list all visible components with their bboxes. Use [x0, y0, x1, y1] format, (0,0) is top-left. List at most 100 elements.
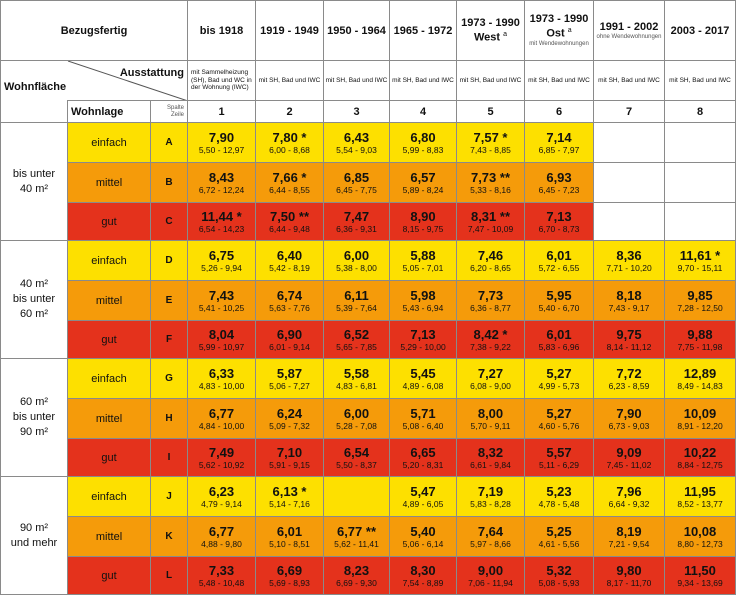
rent-cell: 7,10 5,91 - 9,15 [255, 438, 324, 477]
rent-value: 6,11 [344, 287, 369, 303]
rent-range: 6,85 - 7,97 [538, 144, 580, 155]
rent-cell: 5,25 4,61 - 5,56 [524, 516, 594, 557]
rent-value: 7,43 [208, 287, 235, 303]
rent-cell: 7,66 * 6,44 - 8,55 [255, 162, 324, 203]
rent-range: 9,34 - 13,69 [677, 577, 723, 588]
rent-value: 6,00 [343, 405, 370, 421]
rent-range: 5,09 - 7,32 [269, 420, 310, 431]
rent-value: 7,13 [546, 208, 572, 224]
rent-range: 5,06 - 6,14 [402, 538, 444, 549]
rent-cell: 7,47 6,36 - 9,31 [323, 202, 390, 241]
rent-cell: 5,57 5,11 - 6,29 [524, 438, 594, 477]
rent-value: 6,77 [208, 405, 235, 421]
equipment-header-3: mit SH, Bad und IWC [323, 60, 390, 101]
rent-range: 6,23 - 8,59 [608, 380, 650, 391]
rent-cell: 7,64 5,97 - 8,66 [456, 516, 525, 557]
column-number-6: 6 [524, 100, 594, 123]
area-label-line: bis unter [12, 411, 56, 423]
rent-range: 5,83 - 8,28 [470, 498, 511, 509]
rent-cell: 7,72 6,23 - 8,59 [593, 358, 665, 399]
rent-range: 7,47 - 10,09 [467, 223, 514, 234]
rent-range: 7,75 - 11,98 [677, 341, 723, 352]
period-header-7: 1991 - 2002 ohne Wendewohnungen [593, 0, 665, 61]
rent-value: 6,01 [276, 523, 303, 539]
equipment-header-8: mit SH, Bad und IWC [664, 60, 736, 101]
rent-range: 4,78 - 5,48 [538, 498, 580, 509]
equipment-header-5: mit SH, Bad und IWC [456, 60, 525, 101]
rent-value: 6,57 [410, 169, 436, 185]
footnote-marker: a [503, 31, 508, 39]
rent-value: 5,47 [410, 483, 436, 499]
rent-range: 8,49 - 14,83 [677, 380, 723, 391]
rent-cell: 10,09 8,91 - 12,20 [664, 398, 736, 439]
area-label-line: bis unter [12, 167, 56, 180]
rent-value: 11,44 * [201, 208, 242, 224]
rent-range: 4,88 - 9,80 [201, 538, 242, 549]
rent-cell: 7,33 5,48 - 10,48 [187, 556, 256, 595]
rent-value: 10,09 [683, 405, 717, 421]
rent-value: 8,00 [477, 405, 504, 421]
zeile-cell: H [150, 398, 188, 439]
rent-range: 7,45 - 11,02 [606, 459, 652, 470]
rent-cell: 7,90 5,50 - 12,97 [187, 122, 256, 163]
rent-range: 4,83 - 6,81 [336, 380, 377, 391]
rent-value: 7,73 [477, 287, 504, 303]
rent-value: 5,27 [546, 365, 572, 381]
rent-value: 9,88 [687, 326, 713, 342]
rent-cell: 6,43 5,54 - 9,03 [323, 122, 390, 163]
wohnlage-cell: mittel [67, 516, 151, 557]
rent-value: 8,18 [616, 287, 642, 303]
rent-range: 4,79 - 9,14 [201, 498, 242, 509]
rent-cell: 6,69 5,69 - 8,93 [255, 556, 324, 595]
table-row: gut F 8,04 5,99 - 10,97 6,90 6,01 - 9,14 6,52 5… [1, 320, 736, 359]
footnote-marker: a [567, 27, 572, 35]
wohnlage-cell: mittel [67, 280, 151, 321]
rent-range: 6,54 - 14,23 [198, 223, 245, 234]
rent-range: 5,08 - 6,40 [402, 420, 444, 431]
rent-range: 6,73 - 9,03 [608, 420, 650, 431]
rent-value: 6,77 [208, 523, 235, 539]
rent-cell: 6,40 5,42 - 8,19 [255, 240, 324, 281]
rent-range: 5,89 - 8,24 [402, 184, 444, 195]
rent-value: 6,13 * [272, 483, 307, 499]
rent-range: 7,71 - 10,20 [606, 262, 652, 273]
zeile-cell: G [150, 358, 188, 399]
rent-cell: 6,85 6,45 - 7,75 [323, 162, 390, 203]
period-label: 1973 - 1990 [529, 13, 589, 26]
rent-cell: 5,71 5,08 - 6,40 [389, 398, 457, 439]
rent-cell: 6,01 5,10 - 8,51 [255, 516, 324, 557]
rent-cell: 12,89 8,49 - 14,83 [664, 358, 736, 399]
area-cell: bis unter 40 m² [0, 122, 68, 241]
wohnlage-cell: gut [67, 438, 151, 477]
period-region: Ost [546, 27, 565, 40]
rent-cell: 11,95 8,52 - 13,77 [664, 476, 736, 517]
rent-range: 5,10 - 8,51 [269, 538, 310, 549]
rent-range: 5,05 - 7,01 [402, 262, 444, 273]
wohnlage-cell: gut [67, 202, 151, 241]
rent-range: 4,99 - 5,73 [538, 380, 580, 391]
rent-value: 8,32 [477, 444, 504, 460]
table-row: bis unter 40 m² einfach A 7,90 5,50 - 12,97 7,… [0, 122, 736, 241]
rent-cell: 9,80 8,17 - 11,70 [593, 556, 665, 595]
rent-range: 6,44 - 9,48 [269, 223, 310, 234]
rent-range: 4,89 - 6,08 [402, 380, 444, 391]
rent-value: 6,54 [343, 444, 370, 460]
rent-range: 5,83 - 6,96 [538, 341, 580, 352]
rent-range: 5,11 - 6,29 [538, 459, 579, 470]
equipment-header-2: mit SH, Bad und IWC [255, 60, 324, 101]
rent-cell: 8,18 7,43 - 9,17 [593, 280, 665, 321]
rent-cell: 5,27 4,99 - 5,73 [524, 358, 594, 399]
area-label-line: 40 m² [19, 182, 49, 195]
rent-cell: 7,73 6,36 - 8,77 [456, 280, 525, 321]
rent-cell [664, 162, 736, 203]
rent-value: 6,93 [546, 169, 572, 185]
period-label: 1919 - 1949 [260, 24, 319, 37]
period-header-3: 1950 - 1964 [323, 0, 390, 61]
table-row: 90 m² und mehr einfach J 6,23 4,79 - 9,14 6,13… [0, 476, 736, 595]
area-label-line: 60 m² [19, 396, 49, 408]
rent-range: 4,61 - 5,56 [538, 538, 580, 549]
rent-cell: 5,98 5,43 - 6,94 [389, 280, 457, 321]
rent-value: 8,30 [410, 562, 436, 578]
rent-range: 7,43 - 9,17 [608, 302, 650, 313]
rent-value: 7,27 [477, 365, 504, 381]
